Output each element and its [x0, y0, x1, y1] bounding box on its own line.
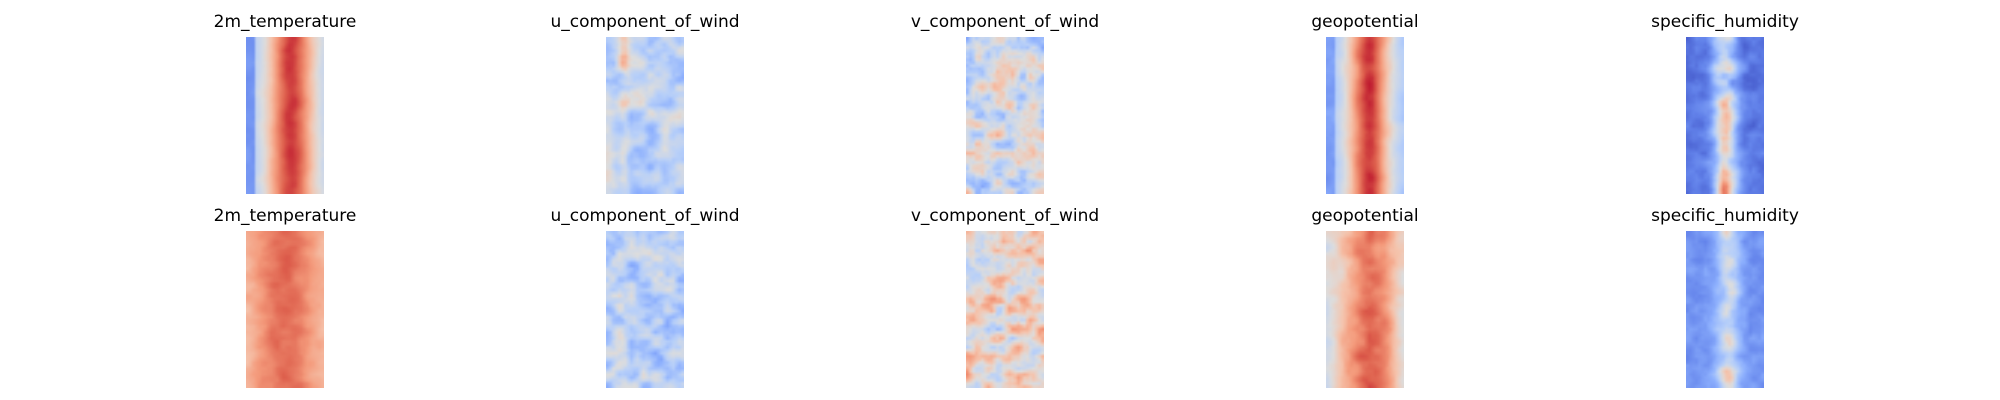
heatmap-image — [1326, 37, 1404, 194]
heatmap-image — [966, 37, 1044, 194]
panel-title: u_component_of_wind — [550, 12, 740, 32]
panel-title: u_component_of_wind — [550, 206, 740, 226]
heatmap-image — [966, 231, 1044, 388]
heatmap-image — [1686, 37, 1764, 194]
heatmap-image — [1686, 231, 1764, 388]
panel-title: v_component_of_wind — [910, 206, 1100, 226]
heatmap-image — [606, 37, 684, 194]
panel-title: v_component_of_wind — [910, 12, 1100, 32]
panel-title: geopotential — [1311, 12, 1419, 32]
panel-title: specific_humidity — [1651, 206, 1799, 226]
panel-title: 2m_temperature — [213, 12, 357, 32]
heatmap-image — [1326, 231, 1404, 388]
panel-title: specific_humidity — [1651, 12, 1799, 32]
heatmap-image — [606, 231, 684, 388]
panel-title: 2m_temperature — [213, 206, 357, 226]
heatmap-image — [246, 37, 324, 194]
heatmap-image — [246, 231, 324, 388]
panel-title: geopotential — [1311, 206, 1419, 226]
